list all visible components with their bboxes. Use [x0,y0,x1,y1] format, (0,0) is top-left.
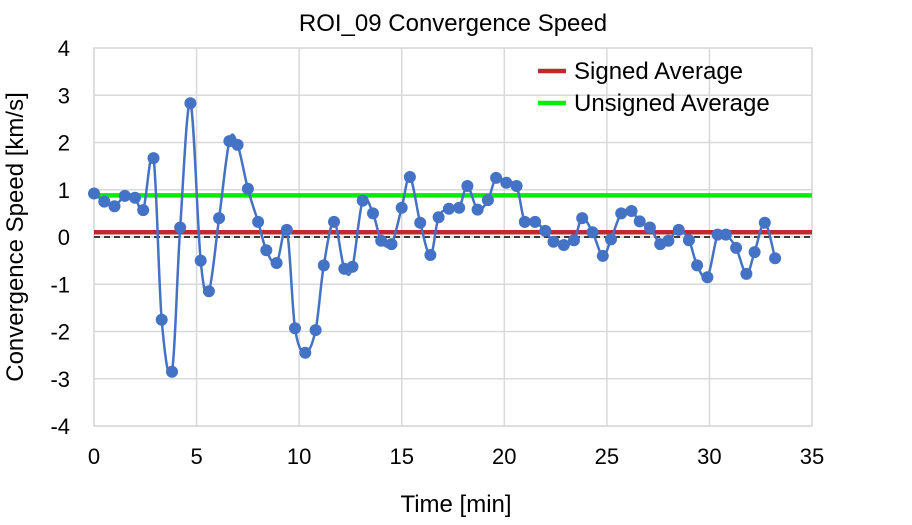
data-point [194,254,207,267]
reference-lines [94,193,812,238]
data-point [147,152,160,165]
data-point [662,234,675,247]
data-point [385,238,398,251]
data-point [395,201,408,214]
legend: Signed Average Unsigned Average [538,58,770,117]
data-point [596,249,609,262]
data-point [758,216,771,229]
x-tick-label: 10 [287,444,311,469]
data-point [682,234,695,247]
data-point [453,201,466,214]
data-point [701,271,714,284]
y-tick-label: -2 [50,320,70,345]
data-point [241,182,254,195]
data-point [88,187,100,200]
tick-labels: 0 5 10 15 20 25 30 35 -4 -3 -2 -1 0 1 2 3 4 [50,36,824,469]
data-point [643,221,656,234]
data-point [719,228,732,241]
legend-unsigned-average-label: Unsigned Average [574,90,770,117]
data-point [299,346,312,359]
data-point [510,180,523,192]
data-point [461,180,474,192]
data-point [328,215,340,228]
data-series [88,97,782,378]
data-point [213,212,226,225]
data-point [547,235,560,248]
data-point [118,189,131,202]
y-tick-label: 0 [58,225,70,250]
data-point [252,215,265,228]
data-point [490,171,503,184]
data-point [270,257,283,269]
data-point [317,259,330,272]
x-tick-label: 15 [389,444,413,469]
data-point [576,212,589,225]
data-point [184,97,197,110]
data-point [691,259,704,272]
y-tick-label: 3 [58,83,70,108]
data-point [769,252,782,265]
data-point [471,203,484,216]
data-point [129,191,141,204]
chart-title: ROI_09 Convergence Speed [299,10,607,37]
y-axis-title: Convergence Speed [km/s] [2,92,29,382]
data-point [174,221,187,234]
data-point [568,234,580,247]
data-point [442,202,455,215]
y-tick-label: -3 [50,367,70,392]
data-point [529,215,542,228]
data-point [289,322,301,335]
x-tick-label: 30 [697,444,721,469]
data-point [633,215,646,228]
data-point [625,205,638,217]
data-point [740,267,753,280]
x-axis-title: Time [min] [400,491,511,518]
data-point [500,176,513,189]
data-point [155,313,168,326]
data-point [356,194,369,207]
data-point [403,171,416,183]
data-point [748,246,761,259]
x-tick-label: 35 [800,444,824,469]
y-tick-label: 4 [58,36,70,61]
data-point [202,285,215,298]
data-point [557,239,570,251]
y-tick-label: -1 [50,272,70,297]
data-point [432,211,445,224]
data-point [137,204,150,217]
data-point [672,223,685,236]
data-point [711,228,724,241]
x-tick-label: 20 [492,444,516,469]
data-point [231,138,244,151]
data-point [605,233,617,246]
data-point [414,216,427,229]
data-point [108,200,121,213]
data-point [98,195,111,208]
data-point [615,207,628,220]
data-point [481,194,494,207]
data-point [518,215,531,228]
data-point [367,207,379,220]
x-tick-label: 0 [88,444,100,469]
y-tick-label: 1 [58,178,70,203]
y-tick-label: -4 [50,414,70,439]
data-point [539,224,552,237]
data-point [346,260,359,273]
data-point [260,244,273,257]
x-tick-label: 5 [190,444,202,469]
legend-signed-average-label: Signed Average [574,58,743,85]
data-point [586,226,599,239]
data-point [424,249,437,261]
data-point [166,365,178,378]
data-point [280,223,293,236]
data-point [309,324,322,337]
y-tick-label: 2 [58,131,70,156]
x-tick-label: 25 [595,444,619,469]
data-point [730,241,743,254]
data-point [375,234,388,247]
